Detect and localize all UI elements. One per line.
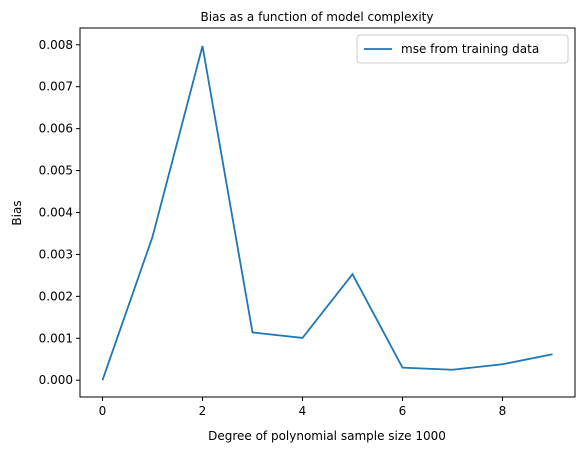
x-tick-label: 8	[499, 404, 507, 418]
legend-label-mse: mse from training data	[401, 42, 539, 56]
y-axis-label: Bias	[10, 200, 24, 225]
y-tick-label: 0.001	[39, 331, 73, 345]
x-tick-label: 4	[299, 404, 307, 418]
y-tick-label: 0.000	[39, 373, 73, 387]
y-tick-label: 0.005	[39, 164, 73, 178]
y-tick-label: 0.008	[39, 38, 73, 52]
plot-frame	[79, 27, 576, 398]
y-tick-label: 0.002	[39, 289, 73, 303]
y-tick-label: 0.006	[39, 122, 73, 136]
x-axis-label: Degree of polynomial sample size 1000	[208, 429, 446, 443]
chart-title: Bias as a function of model complexity	[201, 10, 434, 24]
x-axis-ticks: 0 2 4 6 8	[99, 397, 507, 418]
y-axis-ticks: 0.000 0.001 0.002 0.003 0.004 0.005 0.006 0.007…	[39, 38, 80, 387]
x-tick-label: 2	[199, 404, 207, 418]
x-tick-label: 0	[99, 404, 107, 418]
y-tick-label: 0.007	[39, 80, 73, 94]
series-group	[101, 45, 553, 381]
y-tick-label: 0.004	[39, 206, 73, 220]
series-line-mse	[101, 45, 553, 381]
y-tick-label: 0.003	[39, 247, 73, 261]
x-tick-label: 6	[399, 404, 407, 418]
legend-box	[356, 34, 569, 64]
legend: mse from training data	[356, 34, 569, 64]
